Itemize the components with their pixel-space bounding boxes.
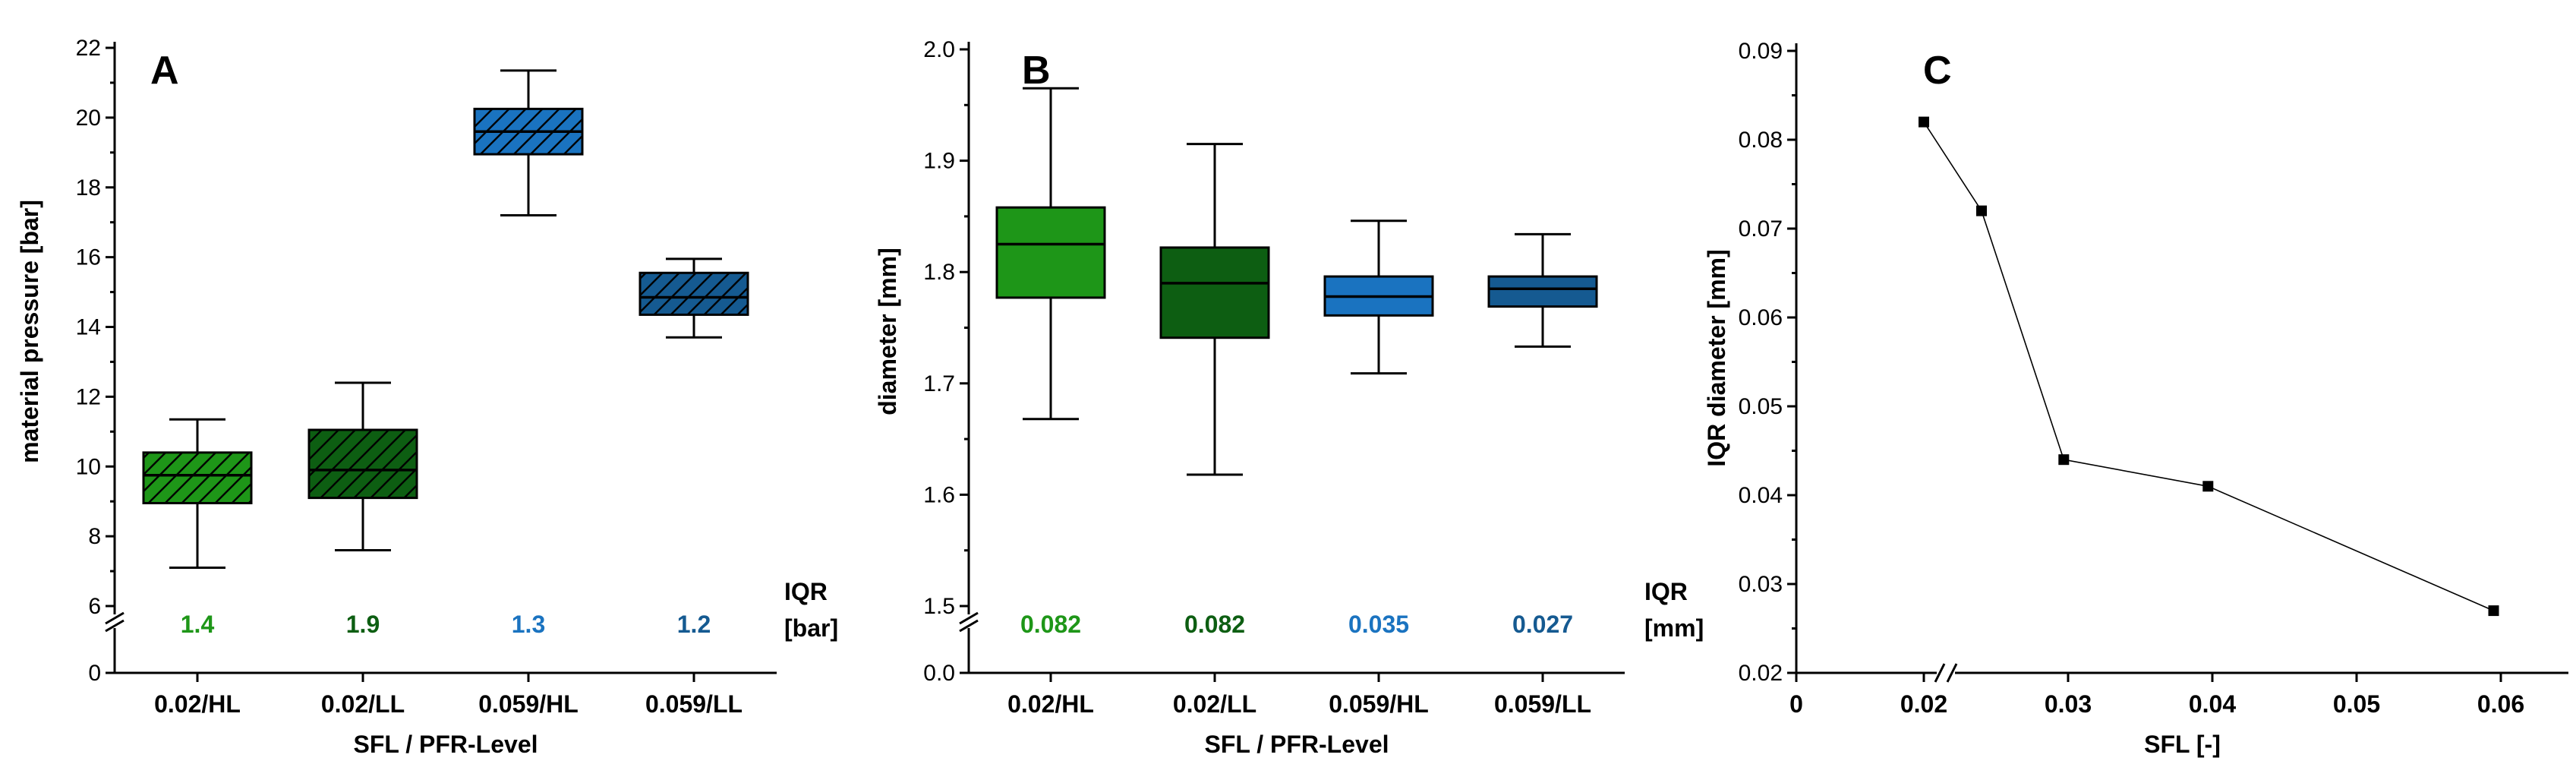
data-point bbox=[2488, 605, 2499, 617]
iqr-header: IQR bbox=[1644, 578, 1688, 605]
y-tick-label: 1.9 bbox=[923, 149, 955, 174]
y-tick-label: 0.05 bbox=[1739, 394, 1783, 419]
y-tick-label: 0 bbox=[88, 661, 101, 686]
x-tick-label: 0.02/HL bbox=[154, 690, 241, 718]
y-tick-label: 0.08 bbox=[1739, 128, 1783, 153]
iqr-value: 0.027 bbox=[1512, 611, 1573, 638]
axis-break-gap bbox=[104, 614, 125, 628]
x-tick-label: 0.02 bbox=[1900, 690, 1947, 718]
y-tick-label: 10 bbox=[76, 454, 101, 479]
x-tick-label: 0.059/HL bbox=[478, 690, 579, 718]
iqr-value: 1.4 bbox=[181, 611, 215, 638]
axis-break-mark bbox=[1934, 663, 1946, 683]
y-axis-label: diameter [mm] bbox=[874, 248, 901, 415]
y-tick-label: 1.6 bbox=[923, 482, 955, 507]
y-tick-label: 1.8 bbox=[923, 260, 955, 285]
data-point bbox=[1919, 116, 1929, 128]
data-point bbox=[1976, 205, 1987, 216]
iqr-value: 1.3 bbox=[512, 611, 545, 638]
iqr-value: 0.082 bbox=[1184, 611, 1245, 638]
iqr-header: IQR bbox=[784, 578, 828, 605]
y-tick-label: 20 bbox=[76, 106, 101, 131]
panel-a: 0 6 8 10 12 14 16 18 20 22 0.02/HL 1.4 0.02/LL 1.9 0.0… bbox=[16, 36, 838, 758]
x-tick-label: 0.059/HL bbox=[1329, 690, 1429, 718]
box-0.059/LL bbox=[1487, 275, 1598, 308]
y-tick-label: 22 bbox=[76, 36, 101, 61]
x-axis-label: SFL [-] bbox=[2144, 731, 2221, 758]
x-tick-label: 0.059/LL bbox=[645, 690, 743, 718]
iqr-value: 0.082 bbox=[1020, 611, 1081, 638]
y-tick-label: 18 bbox=[76, 175, 101, 200]
y-tick-label: 12 bbox=[76, 384, 101, 409]
box-0.02/LL bbox=[1159, 246, 1270, 339]
x-axis-label: SFL / PFR-Level bbox=[1204, 731, 1389, 758]
y-tick-label: 0.06 bbox=[1739, 305, 1783, 330]
axis-break-mark bbox=[959, 619, 979, 633]
data-point bbox=[2058, 454, 2070, 466]
iqr-unit: [bar] bbox=[784, 614, 838, 642]
y-axis-label: material pressure [bar] bbox=[16, 200, 43, 463]
y-tick-label: 0.02 bbox=[1739, 661, 1783, 686]
box-hatch bbox=[143, 452, 251, 504]
x-tick-label: 0.02/LL bbox=[1173, 690, 1256, 718]
axis-break-gap bbox=[958, 614, 979, 628]
x-tick-label: 0 bbox=[1789, 690, 1803, 718]
series-line bbox=[1923, 122, 2494, 611]
panel-label: A bbox=[150, 49, 179, 93]
iqr-value: 1.9 bbox=[346, 611, 380, 638]
panel-c: 0.020.030.040.050.060.070.080.090 0.02 0.0… bbox=[1703, 39, 2568, 758]
x-tick-label: 0.02/HL bbox=[1007, 690, 1094, 718]
axis-break-mark bbox=[959, 611, 979, 625]
x-tick-label: 0.06 bbox=[2477, 690, 2524, 718]
x-tick-label: 0.03 bbox=[2045, 690, 2092, 718]
iqr-value: 0.035 bbox=[1348, 611, 1409, 638]
y-tick-label: 0.04 bbox=[1739, 483, 1783, 508]
x-tick-label: 0.02/LL bbox=[321, 690, 405, 718]
box-hatch bbox=[309, 430, 417, 498]
y-tick-label: 0.07 bbox=[1739, 216, 1783, 242]
y-tick-label: 2.0 bbox=[923, 37, 955, 62]
y-tick-label: 0.0 bbox=[923, 661, 955, 686]
box-hatch bbox=[640, 273, 748, 315]
panel-b: 0.0 1.5 1.6 1.7 1.8 1.9 2.0 0.02/HL 0.082 0.02/LL… bbox=[874, 37, 1704, 758]
axis-break-mark bbox=[1946, 663, 1958, 683]
y-tick-label: 8 bbox=[88, 524, 101, 549]
x-tick-label: 0.05 bbox=[2333, 690, 2380, 718]
iqr-value: 1.2 bbox=[677, 611, 711, 638]
data-point bbox=[2202, 481, 2214, 492]
y-tick-label: 1.7 bbox=[923, 371, 955, 396]
y-tick-label: 14 bbox=[76, 315, 101, 340]
y-axis-label: IQR diameter [mm] bbox=[1703, 249, 1730, 466]
x-axis-label: SFL / PFR-Level bbox=[353, 731, 538, 758]
x-tick-label: 0.04 bbox=[2189, 690, 2236, 718]
panel-label: C bbox=[1923, 49, 1952, 93]
y-tick-label: 1.5 bbox=[923, 594, 955, 619]
y-tick-label: 6 bbox=[88, 594, 101, 619]
x-tick-label: 0.059/LL bbox=[1494, 690, 1591, 718]
iqr-unit: [mm] bbox=[1644, 614, 1704, 642]
box-0.02/HL bbox=[995, 206, 1106, 299]
y-tick-label: 16 bbox=[76, 245, 101, 270]
y-tick-label: 0.03 bbox=[1739, 572, 1783, 597]
panel-label: B bbox=[1022, 49, 1051, 93]
axis-break-mark bbox=[105, 611, 125, 625]
y-tick-label: 0.09 bbox=[1739, 39, 1783, 64]
axis-break-mark bbox=[105, 619, 125, 633]
